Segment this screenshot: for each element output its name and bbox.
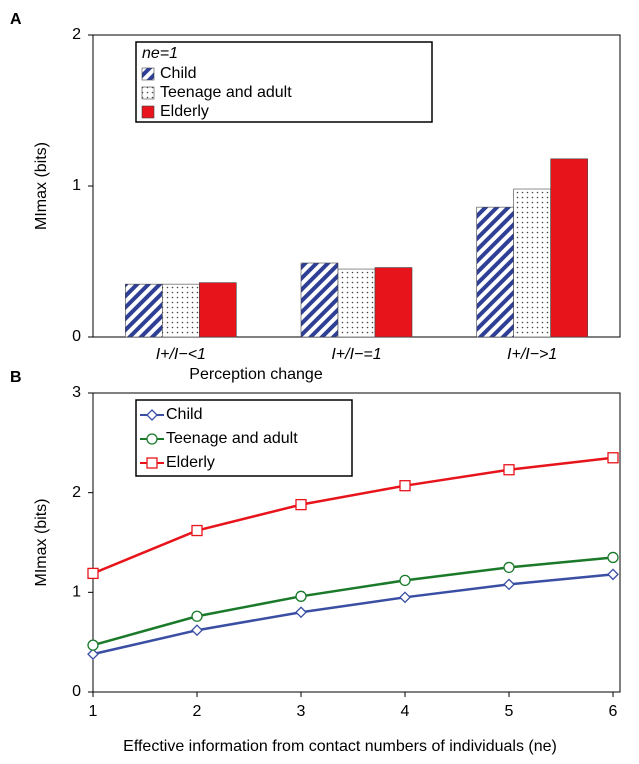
x-tick-label: 4 xyxy=(401,703,410,720)
marker xyxy=(295,498,307,511)
marker xyxy=(399,574,411,587)
marker xyxy=(146,457,158,469)
y-tick-label: 2 xyxy=(72,484,81,501)
marker xyxy=(607,568,619,581)
x-tick-label: I+/I−<1 xyxy=(156,346,206,363)
marker xyxy=(191,524,203,537)
x-tick-label: 1 xyxy=(89,703,98,720)
y-axis-label: MImax (bits) xyxy=(33,142,50,230)
legend-label: Teenage and adult xyxy=(166,430,298,447)
panel-label: B xyxy=(10,369,22,386)
bar xyxy=(162,283,200,338)
legend-title: ne=1 xyxy=(142,45,178,62)
bar xyxy=(550,158,588,338)
marker xyxy=(503,578,515,591)
marker xyxy=(191,624,203,637)
marker xyxy=(295,590,307,602)
bar xyxy=(476,206,514,338)
x-tick-label: I+/I−>1 xyxy=(507,346,557,363)
plot-frame xyxy=(92,392,621,693)
legend-label: Elderly xyxy=(160,103,209,120)
legend-swatch xyxy=(141,67,155,81)
legend-swatch xyxy=(141,86,155,100)
legend-label: Teenage and adult xyxy=(160,84,292,101)
legend-label: Child xyxy=(160,65,196,82)
bar xyxy=(199,282,237,338)
legend-swatch xyxy=(141,105,155,119)
y-axis-label: MImax (bits) xyxy=(33,499,50,587)
line xyxy=(92,573,614,656)
x-axis-label: Perception change xyxy=(189,366,323,383)
marker xyxy=(607,452,619,464)
marker xyxy=(503,464,515,476)
y-tick-label: 0 xyxy=(72,683,81,700)
y-tick-label: 1 xyxy=(72,584,81,601)
marker xyxy=(503,561,515,574)
marker xyxy=(191,610,203,622)
marker xyxy=(87,648,99,661)
bar xyxy=(125,283,163,338)
marker xyxy=(146,409,158,421)
x-tick-label: I+/I−=1 xyxy=(331,346,381,363)
y-tick-label: 1 xyxy=(72,177,81,194)
y-tick-label: 0 xyxy=(72,328,81,345)
x-tick-label: 2 xyxy=(193,703,202,720)
marker xyxy=(295,606,307,619)
legend-box xyxy=(135,41,433,123)
marker xyxy=(87,639,99,651)
marker xyxy=(399,480,411,492)
y-tick-label: 3 xyxy=(72,384,81,401)
bar xyxy=(300,262,339,338)
bar xyxy=(374,267,413,338)
line xyxy=(92,456,614,575)
x-axis-label: Effective information from contact numbe… xyxy=(123,738,557,755)
marker xyxy=(87,567,99,580)
x-tick-label: 6 xyxy=(609,703,618,720)
panel-label: A xyxy=(10,11,22,28)
x-tick-label: 3 xyxy=(297,703,306,720)
line xyxy=(92,556,614,647)
legend-label: Child xyxy=(166,406,202,423)
y-tick-label: 2 xyxy=(72,26,81,43)
marker xyxy=(146,433,158,445)
x-tick-label: 5 xyxy=(505,703,514,720)
marker xyxy=(399,591,411,604)
bar xyxy=(337,268,376,338)
legend-label: Elderly xyxy=(166,454,215,471)
marker xyxy=(607,551,619,564)
legend-box xyxy=(135,399,353,477)
bar xyxy=(513,188,551,338)
